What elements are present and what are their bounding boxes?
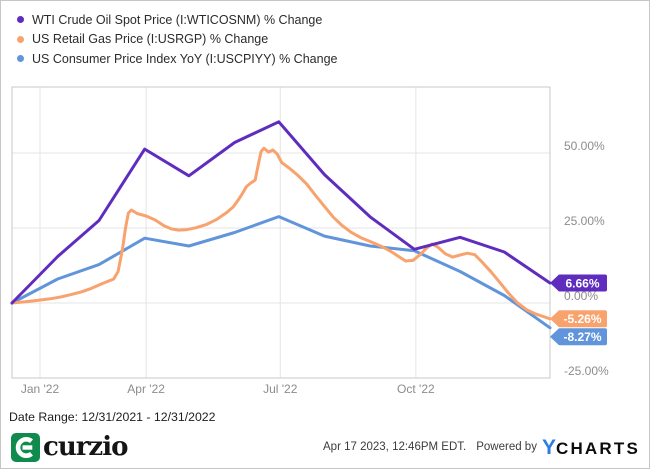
curzio-icon <box>11 432 40 462</box>
timestamp: Apr 17 2023, 12:46PM EDT. <box>323 441 467 453</box>
value-flag-label: 6.66% <box>565 276 599 290</box>
x-axis-label: Apr '22 <box>127 382 165 396</box>
cpi-series-dot-icon <box>17 55 24 63</box>
curzio-logo: curzio <box>11 432 128 462</box>
ycharts-logo: Y CHARTS <box>542 437 640 458</box>
x-axis-label: Oct '22 <box>397 382 435 396</box>
line-chart: 50.00% 25.00% 0.00% -25.00% Jan '22 Apr '22 Ju… <box>10 86 609 396</box>
y-axis-label: -25.00% <box>564 364 609 378</box>
value-flag <box>558 274 607 292</box>
series-line-0 <box>10 120 552 305</box>
y-axis-label: 0.00% <box>564 289 598 303</box>
legend-item-gas: US Retail Gas Price (I:USRGP) % Change <box>17 30 337 50</box>
gas-series-dot-icon <box>17 35 24 43</box>
legend-item-cpi: US Consumer Price Index YoY (I:USCPIYY) … <box>17 49 337 69</box>
ycharts-wordmark: CHARTS <box>555 438 640 458</box>
value-flag-tip <box>550 310 559 328</box>
legend: WTI Crude Oil Spot Price (I:WTICOSNM) % … <box>17 10 337 69</box>
legend-label-cpi: US Consumer Price Index YoY (I:USCPIYY) … <box>32 51 338 66</box>
legend-label-gas: US Retail Gas Price (I:USRGP) % Change <box>32 32 269 47</box>
y-axis-label: 50.00% <box>564 139 605 153</box>
powered-by-label: Powered by <box>476 441 537 453</box>
value-flag-tip <box>550 328 559 346</box>
wti-series-dot-icon <box>17 16 24 24</box>
value-flag-label: -8.27% <box>563 330 601 344</box>
value-flag <box>558 310 607 328</box>
ycharts-y-mark: Y <box>541 435 556 459</box>
attribution: Apr 17 2023, 12:46PM EDT. Powered by Y CH… <box>323 437 640 458</box>
series-line-2 <box>10 215 552 330</box>
plot-border <box>11 86 551 379</box>
legend-item-wti: WTI Crude Oil Spot Price (I:WTICOSNM) % … <box>17 10 337 30</box>
series-line-1 <box>10 146 552 321</box>
x-axis-label: Jul '22 <box>263 382 298 396</box>
value-flag-tip <box>550 274 559 292</box>
footer: curzio Apr 17 2023, 12:46PM EDT. Powered… <box>11 430 640 464</box>
date-range-label: Date Range: 12/31/2021 - 12/31/2022 <box>9 410 216 424</box>
curzio-wordmark: curzio <box>43 432 128 462</box>
legend-label-wti: WTI Crude Oil Spot Price (I:WTICOSNM) % … <box>32 12 323 27</box>
x-axis-label: Jan '22 <box>21 382 60 396</box>
y-axis-label: 25.00% <box>564 214 605 228</box>
value-flag-label: -5.26% <box>563 312 601 326</box>
value-flag <box>558 328 607 346</box>
